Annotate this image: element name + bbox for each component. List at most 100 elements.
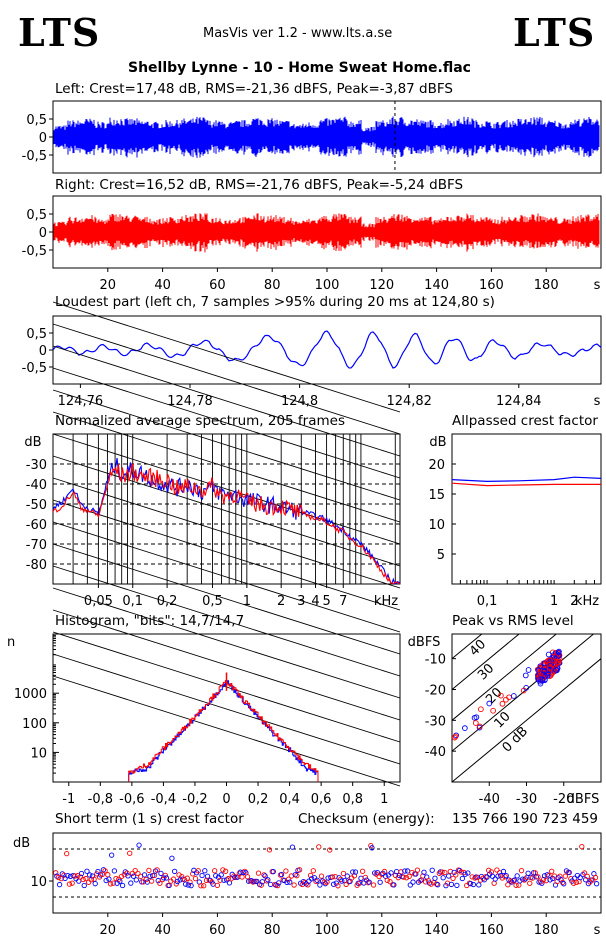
loudest_part-xtick-label: 124,84 (496, 394, 542, 409)
short_term_crest-xtick-label: 20 (100, 923, 117, 938)
loudest_part-signal (52, 330, 602, 369)
short_term_crest-point (266, 847, 273, 853)
short_term_crest-point (66, 881, 73, 887)
short_term_crest-point (296, 867, 303, 873)
short_term_crest-point (558, 876, 564, 883)
allpassed_crest-ytick-label: 15 (428, 488, 445, 503)
allpassed_crest-xtick-label: 1 (550, 594, 558, 609)
short_term_crest-point (169, 855, 175, 861)
short_term_crest-point (81, 882, 87, 889)
short_term_crest-point (535, 874, 541, 880)
histogram-ytick-label: 10 (30, 746, 47, 761)
short_term_crest-point (110, 880, 116, 886)
short_term_crest-point (391, 882, 397, 888)
short_term_crest-point (80, 876, 86, 883)
short_term_crest-point (592, 874, 599, 881)
short_term_crest-point (201, 883, 207, 889)
short_term_crest-point (525, 870, 531, 876)
histogram-xtick-label: -0,8 (88, 792, 113, 807)
short_term_crest-point (117, 878, 123, 884)
short_term_crest-xtick-label: 140 (424, 923, 449, 938)
peak_vs_rms-point (525, 667, 532, 673)
histogram-xtick-label: -0,6 (119, 792, 144, 807)
avg_spectrum-series-1 (53, 462, 400, 584)
left_waveform-signal (53, 116, 600, 158)
avg_spectrum-slope-line (52, 609, 401, 721)
short_term_crest-point (202, 868, 208, 874)
short_term_crest-point (316, 844, 322, 850)
peak_vs_rms-point (544, 658, 551, 665)
short_term_crest-point (310, 868, 316, 874)
short_term_crest-point (329, 874, 336, 880)
short_term_crest-point (289, 844, 296, 850)
short_term_crest-point (58, 875, 64, 882)
peak_vs_rms-ylabel: dBFS (408, 635, 441, 650)
allpassed_crest-xtick-label: 2 (570, 594, 578, 609)
short_term_crest-point (56, 881, 63, 888)
right_waveform-xtick-label: 40 (154, 278, 171, 293)
histogram-ytick-label: 100 (22, 717, 47, 732)
peak_vs_rms-point (537, 663, 544, 670)
avg_spectrum-slope-line (52, 499, 401, 611)
avg_spectrum-xtick-label: 0,1 (122, 594, 143, 609)
avg_spectrum-slope-line (52, 521, 401, 633)
peak_vs_rms-point (555, 649, 562, 656)
short_term_crest-point (267, 881, 274, 888)
short_term_crest-point (335, 883, 341, 889)
short_term_crest-point (148, 878, 155, 884)
short_term_crest-point (195, 868, 201, 874)
short_term_crest-point (352, 869, 359, 875)
short_term_crest-point (275, 882, 281, 889)
allpassed_crest-xtick-label: 0,1 (477, 594, 498, 609)
short_term_crest-point (459, 875, 466, 882)
peak_vs_rms-point (462, 725, 468, 732)
peak_vs_rms-point (499, 700, 506, 707)
peak_vs_rms-point (552, 654, 559, 660)
left_waveform-ytick-label: 0 (39, 131, 47, 146)
short_term_crest-point (547, 877, 553, 883)
short_term_crest-point (264, 878, 270, 884)
short_term_crest-point (242, 868, 248, 875)
short_term_crest-point (513, 882, 519, 888)
loudest_part-xtick-label: 124,78 (167, 394, 213, 409)
short_term_crest-point (454, 882, 460, 889)
avg_spectrum-xtick-label: 1 (243, 594, 251, 609)
loudest_part-ytick-label: -0,5 (22, 361, 47, 376)
short_term_crest-point (64, 850, 70, 857)
avg_spectrum-slope-line (52, 411, 401, 523)
allpassed_crest-series-1 (451, 482, 601, 487)
histogram-series-1 (128, 679, 319, 782)
short_term_crest-point (510, 878, 516, 884)
short_term_crest-point (83, 875, 89, 882)
peak_vs_rms-ytick-label: -20 (425, 684, 446, 699)
allpassed-crest-title: Allpassed crest factor (452, 413, 598, 429)
short_term_crest-point (503, 872, 509, 879)
peak_vs_rms-diag-line (452, 658, 601, 782)
peak_vs_rms-diag-line (452, 634, 558, 721)
short_term_crest-point (87, 872, 93, 878)
short_term_crest-point (384, 877, 390, 884)
short_term_crest-point (182, 881, 189, 887)
avg_spectrum-slope-line (52, 653, 401, 765)
short_term_crest-point (262, 873, 268, 879)
short_term_crest-point (162, 872, 168, 879)
short_term_crest-point (172, 868, 178, 875)
left_waveform-ytick-label: -0,5 (22, 149, 47, 164)
short_term_crest-xtick-label: 120 (369, 923, 394, 938)
peak_vs_rms-point (472, 720, 479, 726)
peak_vs_rms-xtick-label: -20 (553, 792, 574, 807)
short_term_crest-point (475, 874, 481, 880)
peak_vs_rms-point (503, 696, 509, 703)
short_term_crest-point (61, 872, 67, 878)
histogram-xtick-label: 1 (380, 792, 388, 807)
short_term_crest-point (359, 868, 366, 874)
peak_vs_rms-point (546, 665, 553, 671)
allpassed_crest-ylabel: dB (429, 435, 446, 450)
short_term_crest-point (146, 867, 152, 874)
avg_spectrum-slope-line (52, 587, 401, 699)
short_term_crest-xunit: s (594, 923, 601, 938)
avg_spectrum-xtick-label: 0,2 (157, 594, 178, 609)
histogram-ylabel: n (7, 635, 15, 650)
avg_spectrum-series-0 (53, 457, 400, 584)
